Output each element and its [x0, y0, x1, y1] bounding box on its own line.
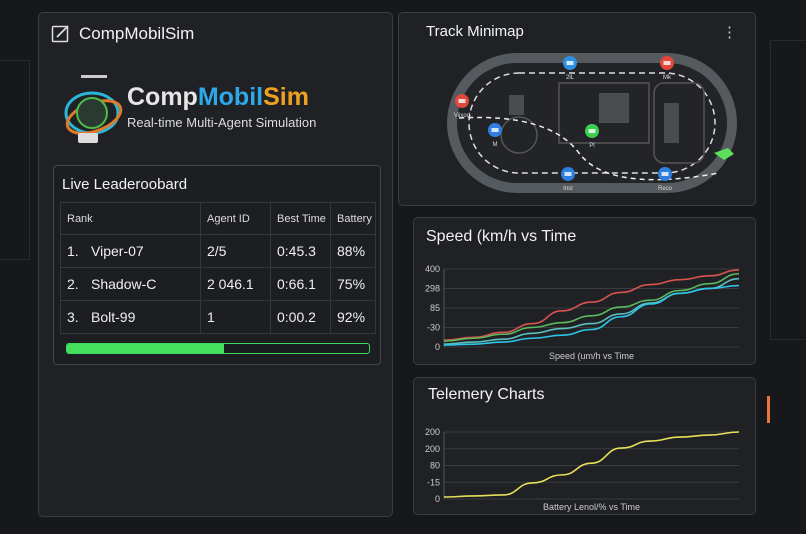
series-line: [443, 284, 740, 346]
telemetry-chart-panel: Telemery Charts 200 200 80 -15 0 Battery Leno…: [413, 377, 756, 515]
column-header: Agent ID: [200, 202, 271, 235]
best-time-cell: 0:66.1: [270, 267, 331, 301]
agent-id-cell: 1: [200, 300, 271, 334]
battery-cell: 88%: [330, 234, 376, 268]
y-tick-label: 200: [425, 427, 440, 437]
track-map[interactable]: 2lL Mk Viixod M Pl Inst Reco: [399, 13, 757, 207]
column-header: Rank: [60, 202, 201, 235]
rank-cell: 1. Viper-07: [60, 234, 201, 268]
y-tick-label: -30: [427, 323, 440, 333]
speed-chart-title: Speed (km/h vs Time: [426, 228, 577, 245]
minimap-title: Track Minimap: [426, 23, 524, 40]
y-tick-label: 400: [425, 264, 440, 274]
agent-id-cell: 2 046.1: [200, 267, 271, 301]
y-tick-label: 0: [435, 494, 440, 504]
background-circuit: [770, 40, 806, 340]
agent-marker[interactable]: M: [488, 123, 502, 148]
leaderboard-title: Live Leaderoobard: [62, 176, 188, 193]
leaderboard-panel: Live Leaderoobard Rank Agent ID Best Tim…: [53, 165, 381, 365]
x-axis-label: Battery Lenol/% vs Time: [543, 502, 640, 512]
y-tick-label: 298: [425, 284, 440, 294]
y-tick-label: 200: [425, 444, 440, 454]
speed-chart-panel: Speed (km/h vs Time 400 298 85 -30 0 Speed (u…: [413, 217, 756, 365]
agent-marker[interactable]: Pl: [585, 124, 599, 149]
table-row[interactable]: 1. Viper-07 2/5 0:45.3 88%: [60, 234, 376, 268]
rank-cell: 2. Shadow-C: [60, 267, 201, 301]
edit-icon[interactable]: [51, 24, 71, 44]
progress-fill: [67, 344, 225, 353]
more-vertical-icon[interactable]: ⋮: [722, 24, 737, 41]
y-tick-label: 85: [430, 303, 440, 313]
marker-label: Pl: [589, 143, 594, 149]
table-row[interactable]: 2. Shadow-C 2 046.1 0:66.1 75%: [60, 267, 376, 301]
marker-label: Inst: [563, 186, 573, 192]
best-time-cell: 0:45.3: [270, 234, 331, 268]
app-title: CompMobilSim: [79, 24, 195, 43]
marker-label: Viixod: [454, 113, 470, 119]
minimap-panel: Track Minimap ⋮ 2lL Mk Viixod M Pl Inst Reco: [398, 12, 756, 206]
telemetry-chart-title: Telemery Charts: [428, 386, 545, 403]
column-header: Battery: [330, 202, 376, 235]
agent-id-cell: 2/5: [200, 234, 271, 268]
speed-chart: 400 298 85 -30 0 Speed (um/h vs Time: [425, 264, 740, 361]
leaderboard-table: Rank Agent ID Best Time Battery 1. Viper-…: [60, 202, 376, 334]
logo: CompMobilSim Real-time Multi-Agent Simul…: [59, 71, 319, 149]
battery-cell: 92%: [330, 300, 376, 334]
best-time-cell: 0:00.2: [270, 300, 331, 334]
x-axis-label: Speed (um/h vs Time: [549, 351, 634, 361]
logo-emblem-icon: [64, 75, 123, 143]
table-row[interactable]: 3. Bolt-99 1 0:00.2 92%: [60, 300, 376, 334]
agent-marker[interactable]: Mk: [660, 56, 674, 81]
series-line: [443, 431, 740, 498]
logo-tagline: Real-time Multi-Agent Simulation: [127, 115, 317, 130]
battery-cell: 75%: [330, 267, 376, 301]
marker-label: Reco: [658, 186, 673, 192]
y-tick-label: 80: [430, 461, 440, 471]
series-line: [443, 269, 740, 341]
y-tick-label: -15: [427, 477, 440, 487]
marker-label: Mk: [663, 75, 672, 81]
table-header: Rank Agent ID Best Time Battery: [60, 202, 376, 235]
progress-bar: [66, 343, 370, 354]
column-header: Best Time: [270, 202, 331, 235]
marker-label: 2lL: [566, 75, 575, 81]
rank-cell: 3. Bolt-99: [60, 300, 201, 334]
agent-marker[interactable]: Inst: [561, 167, 575, 192]
drone-icon: [714, 148, 734, 160]
logo-text: CompMobilSim: [127, 83, 309, 111]
battery-chart: 200 200 80 -15 0 Battery Lenol/% vs Time: [425, 427, 740, 512]
sidebar-panel: CompMobilSim CompMobilSim Real-time Mult…: [38, 12, 393, 517]
agent-marker[interactable]: Viixod: [454, 94, 470, 119]
background-circuit: [0, 60, 30, 260]
y-tick-label: 0: [435, 342, 440, 352]
agent-marker[interactable]: Reco: [658, 167, 673, 192]
marker-label: M: [493, 142, 498, 148]
series-line: [443, 272, 740, 342]
agent-marker[interactable]: 2lL: [563, 56, 577, 81]
scroll-indicator[interactable]: [767, 396, 770, 423]
